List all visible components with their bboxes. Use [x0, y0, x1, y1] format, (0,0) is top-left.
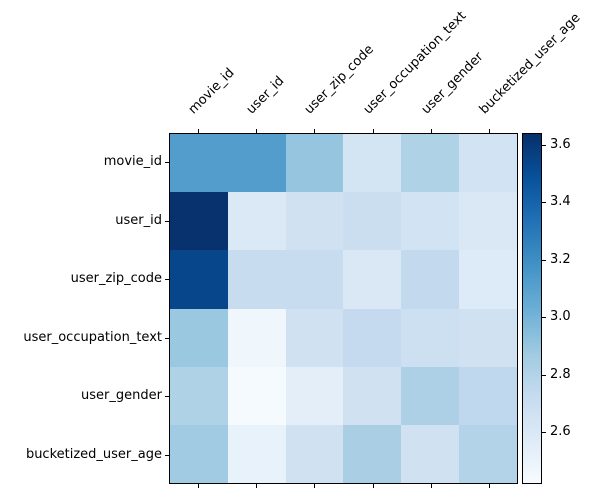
colorbar-tick-label: 2.8	[550, 367, 571, 382]
colorbar-tick	[542, 375, 546, 376]
heatmap-cell-user_gender-user_occupation_text	[343, 366, 402, 425]
x-axis-tick-bottom	[198, 484, 199, 488]
heatmap-cell-user_occupation_text-user_occupation_text	[343, 308, 402, 367]
colorbar-tick-label: 3.0	[550, 309, 571, 324]
y-axis-tick	[165, 338, 169, 339]
heatmap-cell-user_occupation_text-user_gender	[401, 308, 460, 367]
heatmap-cell-bucketized_user_age-user_id	[227, 424, 286, 483]
y-axis-tick	[165, 279, 169, 280]
heatmap-cell-bucketized_user_age-user_occupation_text	[343, 424, 402, 483]
heatmap-cell-user_gender-movie_id	[170, 366, 228, 425]
colorbar	[522, 133, 542, 484]
y-axis-tick	[165, 162, 169, 163]
colorbar-tick	[542, 202, 546, 203]
heatmap-cell-bucketized_user_age-bucketized_user_age	[459, 424, 517, 483]
colorbar-tick	[542, 145, 546, 146]
heatmap-cell-user_zip_code-user_zip_code	[285, 250, 344, 309]
row-label-user_gender: user_gender	[81, 388, 162, 403]
x-axis-tick-top	[489, 129, 490, 133]
heatmap-cell-movie_id-user_occupation_text	[343, 134, 402, 193]
x-axis-tick-bottom	[431, 484, 432, 488]
col-label-bucketized_user_age: bucketized_user_age	[476, 10, 584, 118]
heatmap-cell-movie_id-bucketized_user_age	[459, 134, 517, 193]
heatmap-cell-user_gender-user_zip_code	[285, 366, 344, 425]
colorbar-tick-label: 3.4	[550, 194, 571, 209]
heatmap-cell-user_id-movie_id	[170, 192, 228, 251]
heatmap-cell-user_id-user_zip_code	[285, 192, 344, 251]
heatmap-cell-user_occupation_text-user_id	[227, 308, 286, 367]
heatmap-cell-user_gender-user_id	[227, 366, 286, 425]
x-axis-tick-top	[314, 129, 315, 133]
heatmap-cell-user_zip_code-user_occupation_text	[343, 250, 402, 309]
colorbar-tick-label: 3.6	[550, 137, 571, 152]
heatmap-cell-user_zip_code-user_id	[227, 250, 286, 309]
heatmap-cell-user_zip_code-user_gender	[401, 250, 460, 309]
heatmap-cell-user_occupation_text-movie_id	[170, 308, 228, 367]
colorbar-tick	[542, 317, 546, 318]
heatmap-cell-user_occupation_text-bucketized_user_age	[459, 308, 517, 367]
x-axis-tick-top	[198, 129, 199, 133]
row-label-user_occupation_text: user_occupation_text	[23, 330, 162, 345]
x-axis-tick-top	[373, 129, 374, 133]
colorbar-tick	[542, 260, 546, 261]
heatmap-cell-user_id-user_id	[227, 192, 286, 251]
heatmap-cell-user_gender-user_gender	[401, 366, 460, 425]
x-axis-tick-bottom	[373, 484, 374, 488]
heatmap-axes	[169, 133, 518, 484]
x-axis-tick-bottom	[256, 484, 257, 488]
row-label-movie_id: movie_id	[103, 154, 162, 169]
heatmap-cell-user_id-user_gender	[401, 192, 460, 251]
heatmap-cell-bucketized_user_age-user_gender	[401, 424, 460, 483]
heatmap-cell-user_zip_code-bucketized_user_age	[459, 250, 517, 309]
heatmap-cell-user_gender-bucketized_user_age	[459, 366, 517, 425]
row-label-user_id: user_id	[115, 213, 162, 228]
col-label-user_id: user_id	[243, 73, 288, 118]
colorbar-tick-label: 2.6	[550, 424, 571, 439]
y-axis-tick	[165, 396, 169, 397]
row-label-user_zip_code: user_zip_code	[70, 271, 162, 286]
x-axis-tick-top	[256, 129, 257, 133]
col-label-user_occupation_text: user_occupation_text	[360, 8, 470, 118]
x-axis-tick-bottom	[489, 484, 490, 488]
colorbar-tick-label: 3.2	[550, 252, 571, 267]
heatmap-cell-user_occupation_text-user_zip_code	[285, 308, 344, 367]
heatmap-cell-user_zip_code-movie_id	[170, 250, 228, 309]
y-axis-tick	[165, 455, 169, 456]
x-axis-tick-top	[431, 129, 432, 133]
col-label-movie_id: movie_id	[185, 65, 238, 118]
heatmap-cell-user_id-user_occupation_text	[343, 192, 402, 251]
x-axis-tick-bottom	[314, 484, 315, 488]
row-label-bucketized_user_age: bucketized_user_age	[25, 447, 162, 462]
heatmap-cell-bucketized_user_age-user_zip_code	[285, 424, 344, 483]
y-axis-tick	[165, 221, 169, 222]
heatmap-cell-movie_id-user_gender	[401, 134, 460, 193]
heatmap-cell-user_id-bucketized_user_age	[459, 192, 517, 251]
heatmap-cell-movie_id-movie_id	[170, 134, 228, 193]
heatmap-cell-movie_id-user_zip_code	[285, 134, 344, 193]
heatmap-cell-bucketized_user_age-movie_id	[170, 424, 228, 483]
colorbar-tick	[542, 432, 546, 433]
heatmap-cell-movie_id-user_id	[227, 134, 286, 193]
